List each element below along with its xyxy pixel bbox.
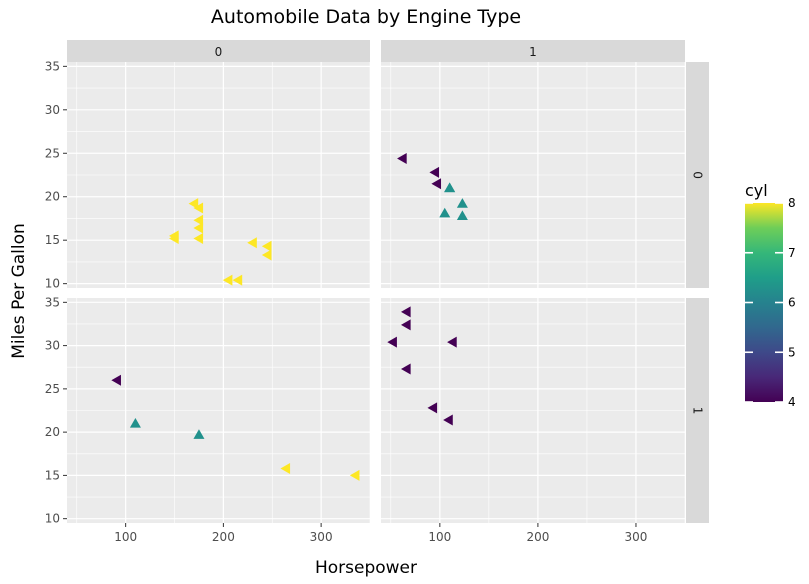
y-tick-label: 10: [45, 277, 60, 291]
data-point: [280, 462, 291, 474]
y-tick-label: 35: [45, 295, 60, 309]
legend-title: cyl: [745, 181, 768, 200]
data-point: [111, 374, 121, 386]
data-point: [222, 274, 233, 286]
legend-tick-label: 4: [788, 395, 796, 409]
y-tick-label: 30: [45, 339, 60, 353]
legend-tick-label: 8: [788, 196, 796, 210]
data-point: [169, 232, 179, 244]
x-tick-label: 100: [428, 530, 451, 544]
y-tick-label: 20: [45, 190, 60, 204]
data-point: [261, 249, 272, 261]
y-tick-label: 20: [45, 425, 60, 439]
data-point: [400, 363, 411, 375]
x-axis-title: Horsepower: [315, 558, 417, 578]
data-point: [232, 274, 243, 286]
facet-strip-row-label: 1: [691, 407, 705, 415]
y-tick-label: 30: [45, 103, 60, 117]
x-tick-label: 200: [212, 530, 235, 544]
x-tick-label: 200: [526, 530, 549, 544]
legend: cyl 4 5 6 7 8: [745, 181, 796, 409]
data-point: [447, 336, 457, 348]
data-point: [397, 152, 407, 164]
data-point: [439, 207, 451, 218]
facet-strip-col-label: 0: [215, 45, 223, 59]
data-point: [349, 469, 360, 481]
y-tick-label: 15: [45, 233, 60, 247]
data-point: [129, 417, 141, 428]
y-tick-label: 25: [45, 146, 60, 160]
data-point: [193, 222, 204, 234]
data-point: [247, 237, 257, 249]
facet-strip-row-label: 0: [691, 171, 705, 179]
x-tick-label: 100: [114, 530, 137, 544]
data-point: [400, 319, 411, 331]
data-point: [456, 198, 468, 208]
x-tick-label: 300: [625, 530, 648, 544]
data-point: [427, 402, 438, 414]
facet-strip-col-1: [381, 40, 685, 62]
data-point: [443, 414, 453, 426]
data-point: [456, 210, 468, 220]
chart-title: Automobile Data by Engine Type: [211, 6, 521, 28]
data-point: [431, 178, 442, 190]
data-point: [193, 429, 205, 439]
y-tick-label: 35: [45, 59, 60, 73]
legend-tick-label: 5: [788, 345, 796, 359]
y-tick-label: 15: [45, 468, 60, 482]
data-point: [261, 240, 272, 252]
y-tick-label: 10: [45, 512, 60, 526]
data-point: [193, 214, 204, 226]
facet-strip-row-0: [686, 62, 709, 288]
legend-tick-label: 6: [788, 296, 796, 310]
data-point: [193, 202, 204, 214]
data-point: [387, 336, 397, 348]
facet-strip-col-0: [67, 40, 370, 62]
facet-strip-col-label: 1: [529, 45, 537, 59]
data-point: [188, 198, 199, 210]
legend-tick-label: 7: [788, 246, 796, 260]
x-tick-label: 300: [310, 530, 333, 544]
data-point: [444, 182, 456, 193]
data-point: [429, 166, 440, 178]
y-tick-label: 25: [45, 382, 60, 396]
data-point: [193, 232, 204, 244]
data-point: [400, 306, 411, 318]
y-axis-title: Miles Per Gallon: [9, 223, 29, 359]
facet-strip-row-1: [686, 298, 709, 523]
